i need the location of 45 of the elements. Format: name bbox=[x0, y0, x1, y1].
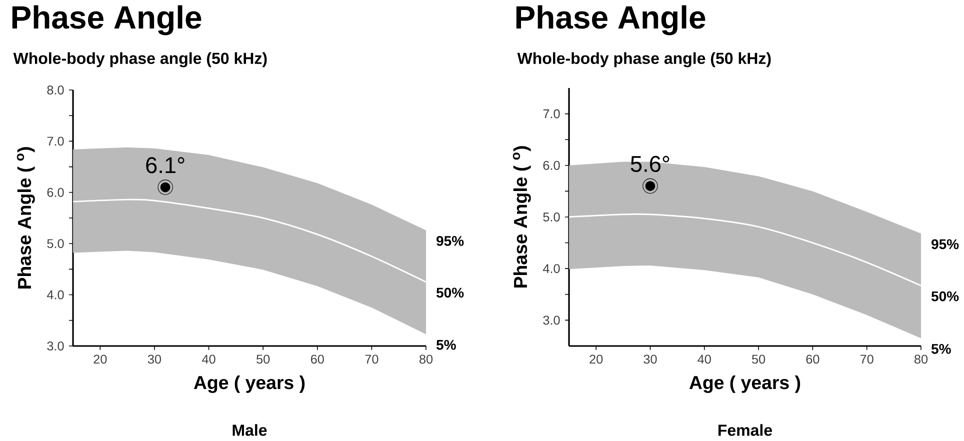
text: Female bbox=[718, 424, 772, 436]
chart-subtitle: Whole-body phase angle (50 kHz) bbox=[13, 52, 267, 68]
x-tick-label: 30 bbox=[148, 354, 162, 364]
y-tick-label: 4.0 bbox=[542, 264, 560, 274]
text: 50% bbox=[436, 288, 464, 298]
y-axis-title: Phase Angle ( $^{o}$) bbox=[16, 147, 35, 288]
y-tick-label: 6.0 bbox=[47, 188, 64, 197]
chart-subtitle: Whole-body phase angle (50 kHz) bbox=[517, 52, 771, 68]
chart-title: Phase Angle bbox=[516, 5, 706, 36]
data-label: 6.1° bbox=[146, 157, 184, 174]
y-tick-label: 6.0 bbox=[543, 160, 560, 170]
y-tick-label: 4.0 bbox=[46, 290, 64, 300]
line-series bbox=[568, 213, 922, 286]
chart-title: Phase Angle bbox=[12, 5, 202, 36]
x-tick-label: 70 bbox=[365, 354, 378, 364]
text: 5% bbox=[436, 340, 456, 350]
line-series bbox=[72, 198, 427, 283]
x-tick-label: 20 bbox=[590, 354, 603, 364]
text: 95% bbox=[932, 239, 959, 250]
x-tick-label: 60 bbox=[310, 354, 324, 364]
x-tick-label: 80 bbox=[420, 354, 433, 364]
text: 95% bbox=[436, 236, 464, 246]
x-tick-label: 40 bbox=[202, 354, 216, 364]
x-tick-label: 20 bbox=[94, 354, 107, 364]
y-tick-label: 8.0 bbox=[47, 86, 64, 94]
x-tick-label: 50 bbox=[256, 354, 270, 364]
y-tick-label: 3.0 bbox=[47, 342, 64, 350]
text: 5% bbox=[931, 344, 951, 354]
x-tick-label: 40 bbox=[698, 354, 711, 364]
x-tick-label: 50 bbox=[752, 354, 766, 364]
text: Male bbox=[232, 424, 267, 436]
x-tick-label: 70 bbox=[860, 354, 874, 364]
text: 50% bbox=[931, 291, 959, 302]
y-tick-label: 5.0 bbox=[47, 239, 64, 248]
x-axis-title: Age ( years ) bbox=[689, 375, 800, 393]
x-tick-label: 30 bbox=[644, 354, 657, 364]
y-tick-label: 7.0 bbox=[543, 109, 560, 118]
x-tick-label: 60 bbox=[806, 354, 820, 364]
y-tick-label: 7.0 bbox=[47, 136, 64, 146]
y-axis-title: Phase Angle ( $^{o}$) bbox=[512, 146, 531, 288]
x-axis-title: Age ( years ) bbox=[194, 375, 305, 393]
x-tick-label: 80 bbox=[914, 354, 928, 364]
y-tick-label: 5.0 bbox=[543, 212, 560, 222]
y-tick-label: 3.0 bbox=[543, 316, 560, 325]
data-label: 5.6° bbox=[630, 156, 670, 172]
